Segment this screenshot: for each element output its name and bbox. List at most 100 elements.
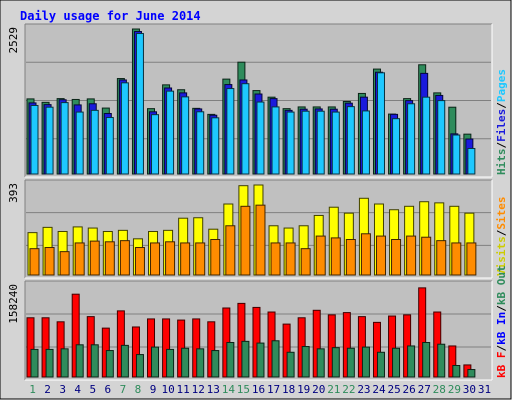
bar-fill [196, 348, 205, 378]
bar-pages-day-14 [226, 88, 235, 175]
bar-fill [285, 242, 296, 276]
day-label-28: 28 [433, 383, 446, 396]
series-legend: kB F/kB In/kB Out [495, 265, 508, 378]
bar-fill [104, 241, 115, 276]
bar-kb-out-day-24 [376, 351, 385, 378]
bar-pages-day-13 [211, 117, 220, 175]
bar-pages-day-7 [120, 82, 129, 175]
bar-fill [467, 369, 476, 378]
bar-pages-day-24 [376, 72, 385, 175]
day-label-16: 16 [252, 383, 265, 396]
bar-kb-out-day-30 [467, 369, 476, 378]
bar-pages-day-29 [452, 134, 461, 175]
day-label-7: 7 [120, 383, 127, 396]
bar-pages-day-12 [196, 111, 205, 175]
day-label-11: 11 [177, 383, 190, 396]
bar-sites-day-8 [134, 247, 145, 276]
bar-fill [60, 102, 69, 175]
bar-fill [467, 147, 476, 175]
panels-layer: 2529Hits/Files/Pages393Visits/Sites15824… [7, 23, 508, 381]
bar-sites-day-16 [255, 204, 266, 276]
legend-entry: / [495, 305, 508, 312]
bar-kb-out-day-15 [241, 340, 250, 378]
bar-fill [315, 235, 326, 276]
bar-fill [89, 240, 100, 276]
bar-sites-day-9 [150, 242, 161, 276]
bar-fill [422, 96, 431, 175]
bar-fill [407, 103, 416, 175]
bar-sites-day-2 [44, 247, 55, 276]
day-label-3: 3 [59, 383, 66, 396]
legend-entry: kB F [495, 352, 508, 379]
bar-kb-out-day-18 [286, 351, 295, 378]
bar-fill [241, 340, 250, 378]
bar-pages-day-4 [75, 111, 84, 175]
bar-fill [300, 248, 311, 276]
bar-fill [210, 239, 221, 276]
bar-kb-out-day-12 [196, 348, 205, 378]
bar-fill [421, 236, 432, 276]
bar-kb-out-day-17 [271, 340, 280, 378]
series-legend: Visits/Sites [495, 197, 508, 277]
bar-pages-day-17 [271, 106, 280, 175]
bar-pages-day-18 [286, 111, 295, 175]
bar-fill [466, 242, 477, 276]
bar-sites-day-15 [240, 205, 251, 276]
bar-fill [166, 90, 175, 175]
bar-sites-day-4 [74, 242, 85, 276]
day-label-20: 20 [312, 383, 325, 396]
bar-pages-day-22 [346, 106, 355, 175]
bar-sites-day-28 [436, 240, 447, 276]
bar-pages-day-1 [30, 104, 39, 175]
bar-sites-day-24 [375, 235, 386, 276]
bar-fill [151, 346, 160, 378]
bar-sites-day-12 [195, 242, 206, 276]
day-label-29: 29 [448, 383, 461, 396]
bar-fill [211, 350, 220, 378]
bar-kb-out-day-20 [316, 348, 325, 378]
bar-fill [437, 343, 446, 378]
day-label-18: 18 [282, 383, 295, 396]
day-label-5: 5 [89, 383, 96, 396]
bar-fill [361, 110, 370, 175]
bar-fill [151, 114, 160, 175]
day-label-26: 26 [403, 383, 416, 396]
day-label-8: 8 [135, 383, 142, 396]
bar-fill [90, 344, 99, 378]
day-label-21: 21 [327, 383, 340, 396]
day-label-9: 9 [150, 383, 157, 396]
bar-sites-day-3 [59, 251, 70, 276]
bar-fill [286, 111, 295, 175]
bar-pages-day-16 [256, 101, 265, 175]
bar-kb-out-day-6 [105, 350, 114, 378]
bar-sites-day-6 [104, 241, 115, 276]
bar-fill [181, 347, 190, 378]
bar-fill [286, 351, 295, 378]
bar-fill [75, 344, 84, 378]
bar-fill [150, 242, 161, 276]
bar-fill [452, 134, 461, 175]
bar-fill [452, 364, 461, 378]
legend-entry: Files [495, 109, 508, 142]
day-label-17: 17 [267, 383, 280, 396]
bar-sites-day-5 [89, 240, 100, 276]
bar-pages-day-9 [151, 114, 160, 175]
bar-fill [422, 341, 431, 378]
bar-fill [331, 347, 340, 378]
bar-pages-day-19 [301, 110, 310, 175]
bar-kb-out-day-1 [30, 348, 39, 378]
day-label-24: 24 [372, 383, 386, 396]
day-labels: 1 2 3 4 5 6 7 8 9 10 11 12 13 14 15 16 17 18 19 20 21 22 23 24 2… [29, 383, 491, 396]
bar-fill [256, 342, 265, 378]
day-label-6: 6 [105, 383, 112, 396]
bar-kb-out-day-11 [181, 347, 190, 378]
bar-fill [181, 96, 190, 175]
bar-fill [345, 239, 356, 276]
bar-sites-day-11 [180, 242, 191, 276]
day-label-25: 25 [387, 383, 400, 396]
legend-entry: Sites [495, 197, 508, 230]
bar-pages-day-28 [437, 100, 446, 175]
bar-kb-out-day-22 [346, 347, 355, 378]
